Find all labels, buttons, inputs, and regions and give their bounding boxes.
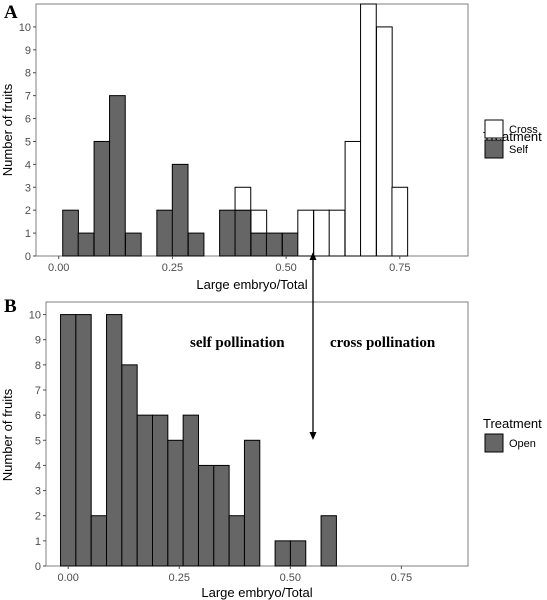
panel-a-legend-label-self: Self <box>509 144 529 156</box>
bar-self <box>156 209 174 257</box>
panel-a-legend-swatch-self <box>484 139 504 159</box>
panel-a-x-ticks: 0.00 0.25 0.50 0.75 <box>48 256 411 274</box>
bar-self <box>171 163 189 257</box>
self-pollination-annotation: self pollination <box>190 335 285 351</box>
bar-open <box>274 540 291 567</box>
bar-self <box>250 232 268 257</box>
y-tick-label: 9 <box>25 45 31 57</box>
x-tick-label: 0.75 <box>389 262 410 274</box>
y-tick-label: 0 <box>25 251 31 263</box>
bar-open <box>228 515 245 567</box>
y-tick-label: 10 <box>29 310 41 322</box>
y-tick-label: 2 <box>35 511 41 523</box>
y-tick-label: 3 <box>25 182 31 194</box>
bar-open <box>136 414 153 567</box>
bar-open <box>289 540 307 567</box>
panel-a-legend-label-cross: Cross <box>509 124 538 136</box>
panel-b-y-ticks: 0 1 2 3 4 5 6 7 8 9 10 <box>29 310 46 573</box>
bar-open <box>197 464 215 567</box>
panel-a-x-axis-title: Large embryo/Total <box>196 277 307 292</box>
cross-pollination-annotation: cross pollination <box>330 335 436 351</box>
y-tick-label: 1 <box>35 536 41 548</box>
y-tick-label: 6 <box>25 114 31 126</box>
y-tick-label: 8 <box>25 68 31 80</box>
panel-a: A 0 1 2 3 4 5 6 7 8 9 10 0.00 0.25 0.50 0.75 Large em… <box>0 2 542 292</box>
threshold-arrow-head-down <box>309 432 317 440</box>
y-tick-label: 4 <box>35 460 41 472</box>
panel-b-legend: Treatment Open <box>483 416 542 453</box>
bar-cross <box>360 3 377 257</box>
panel-b-letter: B <box>4 296 17 317</box>
panel-a-y-ticks: 0 1 2 3 4 5 6 7 8 9 10 <box>19 22 36 263</box>
panel-b: B 0 1 2 3 4 5 6 7 8 9 10 0.00 0.25 0.50 0.75 Large em… <box>0 296 542 600</box>
bar-open <box>106 314 123 567</box>
bar-self <box>265 232 283 257</box>
y-tick-label: 1 <box>25 228 31 240</box>
threshold-arrow <box>309 252 317 440</box>
bar-self <box>281 232 299 257</box>
bar-open <box>151 414 169 567</box>
bar-self <box>187 232 205 257</box>
panel-b-x-axis-title: Large embryo/Total <box>201 585 312 600</box>
bar-cross <box>297 209 315 257</box>
panel-a-letter: A <box>4 2 18 23</box>
panel-b-bars <box>60 314 337 567</box>
x-tick-label: 0.00 <box>48 262 69 274</box>
x-tick-label: 0.25 <box>162 262 183 274</box>
panel-b-x-ticks: 0.00 0.25 0.50 0.75 <box>57 566 412 584</box>
bar-open <box>213 464 230 567</box>
y-tick-label: 3 <box>35 486 41 498</box>
panel-b-legend-title: Treatment <box>483 416 542 431</box>
threshold-arrow-head-up <box>309 252 317 260</box>
bar-cross <box>344 140 362 257</box>
bar-self <box>109 95 126 257</box>
x-tick-label: 0.50 <box>275 262 296 274</box>
bar-cross <box>250 209 268 234</box>
y-tick-label: 7 <box>25 91 31 103</box>
y-tick-label: 6 <box>35 410 41 422</box>
bar-self <box>77 232 95 257</box>
y-tick-label: 9 <box>35 335 41 347</box>
bar-self <box>124 232 142 257</box>
panel-a-legend-swatch-cross <box>484 119 504 139</box>
bar-cross <box>391 186 409 257</box>
y-tick-label: 5 <box>25 136 31 148</box>
bar-open <box>90 515 108 567</box>
bar-open <box>75 314 92 567</box>
panel-b-legend-label-open: Open <box>509 438 536 450</box>
y-tick-label: 7 <box>35 385 41 397</box>
bar-self <box>62 209 79 257</box>
panel-a-bars <box>62 3 409 257</box>
bar-open <box>243 439 261 567</box>
bar-open <box>182 414 199 567</box>
bar-open <box>167 439 184 567</box>
panel-b-legend-swatch-open <box>484 433 504 453</box>
y-tick-label: 5 <box>35 435 41 447</box>
bar-cross <box>234 186 252 211</box>
bar-self <box>93 140 111 257</box>
x-tick-label: 0.25 <box>169 572 190 584</box>
bar-open <box>320 515 337 567</box>
bar-cross <box>328 209 346 257</box>
x-tick-label: 0.50 <box>280 572 301 584</box>
panel-a-y-axis-title: Number of fruits <box>0 83 15 176</box>
bar-self <box>234 209 252 257</box>
x-tick-label: 0.00 <box>57 572 78 584</box>
panel-a-legend: Treatment Cross Self <box>483 119 542 159</box>
bar-cross <box>313 209 330 257</box>
y-tick-label: 10 <box>19 22 31 34</box>
x-tick-label: 0.75 <box>391 572 412 584</box>
y-tick-label: 2 <box>25 205 31 217</box>
bar-open <box>121 364 138 567</box>
y-tick-label: 8 <box>35 360 41 372</box>
y-tick-label: 0 <box>35 561 41 573</box>
bar-open <box>60 314 77 567</box>
panel-b-y-axis-title: Number of fruits <box>0 388 15 481</box>
bar-self <box>219 209 236 257</box>
y-tick-label: 4 <box>25 159 31 171</box>
bar-cross <box>375 26 393 257</box>
